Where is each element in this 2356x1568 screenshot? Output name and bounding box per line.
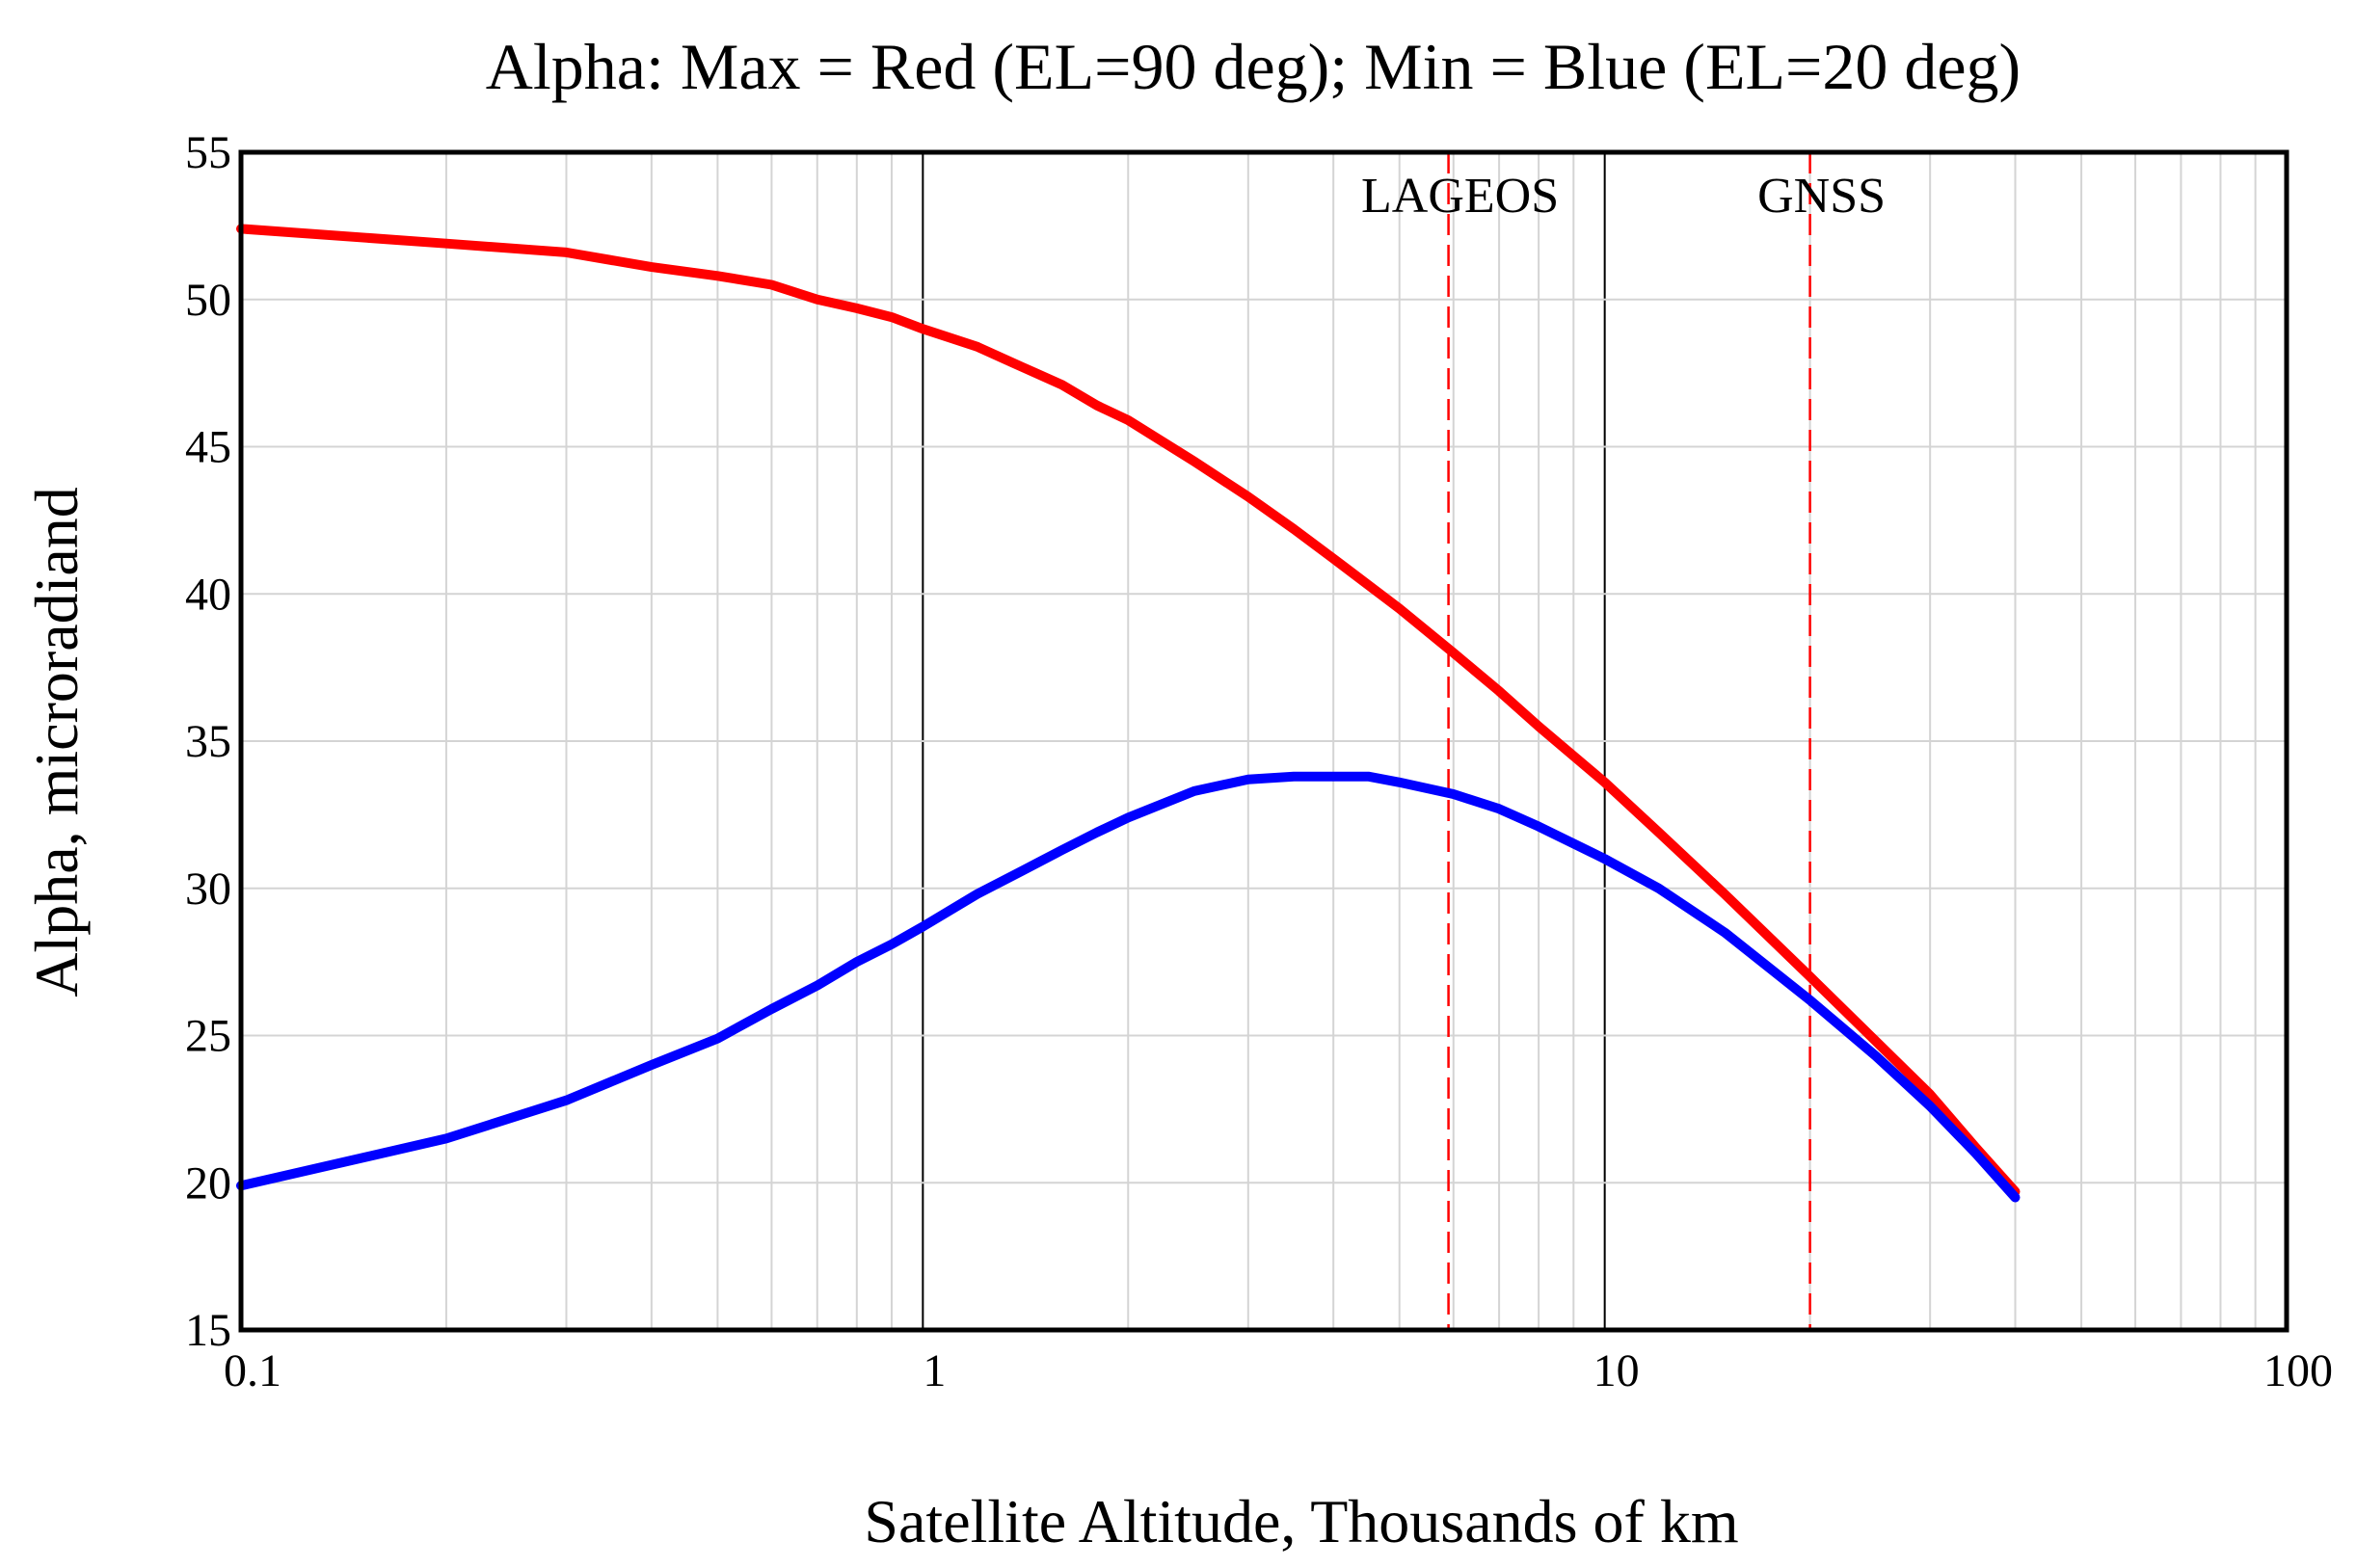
plot-frame <box>238 149 2289 1333</box>
y-tick-label: 55 <box>185 127 231 178</box>
y-tick-label: 25 <box>185 1011 231 1062</box>
y-tick-label: 45 <box>185 422 231 473</box>
y-tick-label: 50 <box>185 275 231 326</box>
y-tick-label: 15 <box>185 1305 231 1356</box>
y-tick-label: 20 <box>185 1157 231 1209</box>
y-axis-ticks: 15 20 25 30 35 40 45 50 55 <box>185 127 231 1356</box>
series-lines <box>236 224 2021 1203</box>
reference-label-lageos: LAGEOS <box>1361 169 1559 224</box>
y-axis-label: Alpha, microradiand <box>22 487 91 997</box>
x-axis-label: Satellite Altitude, Thousands of km <box>864 1487 1738 1555</box>
reference-lines: LAGEOS GNSS <box>1361 152 1886 1330</box>
reference-label-gnss: GNSS <box>1757 169 1886 224</box>
series-line-max-red <box>236 224 2021 1197</box>
grid <box>241 152 2287 1330</box>
x-tick-label: 100 <box>2263 1345 2333 1396</box>
x-axis-ticks: 0.1 1 10 100 <box>224 1345 2333 1396</box>
y-tick-label: 40 <box>185 569 231 620</box>
x-tick-label: 0.1 <box>224 1345 281 1396</box>
series-line-min-blue <box>236 771 2021 1203</box>
chart-title: Alpha: Max = Red (EL=90 deg); Min = Blue… <box>486 30 2021 103</box>
x-tick-label: 1 <box>923 1345 946 1396</box>
y-tick-label: 35 <box>185 716 231 767</box>
y-tick-label: 30 <box>185 864 231 915</box>
x-tick-label: 10 <box>1593 1345 1640 1396</box>
